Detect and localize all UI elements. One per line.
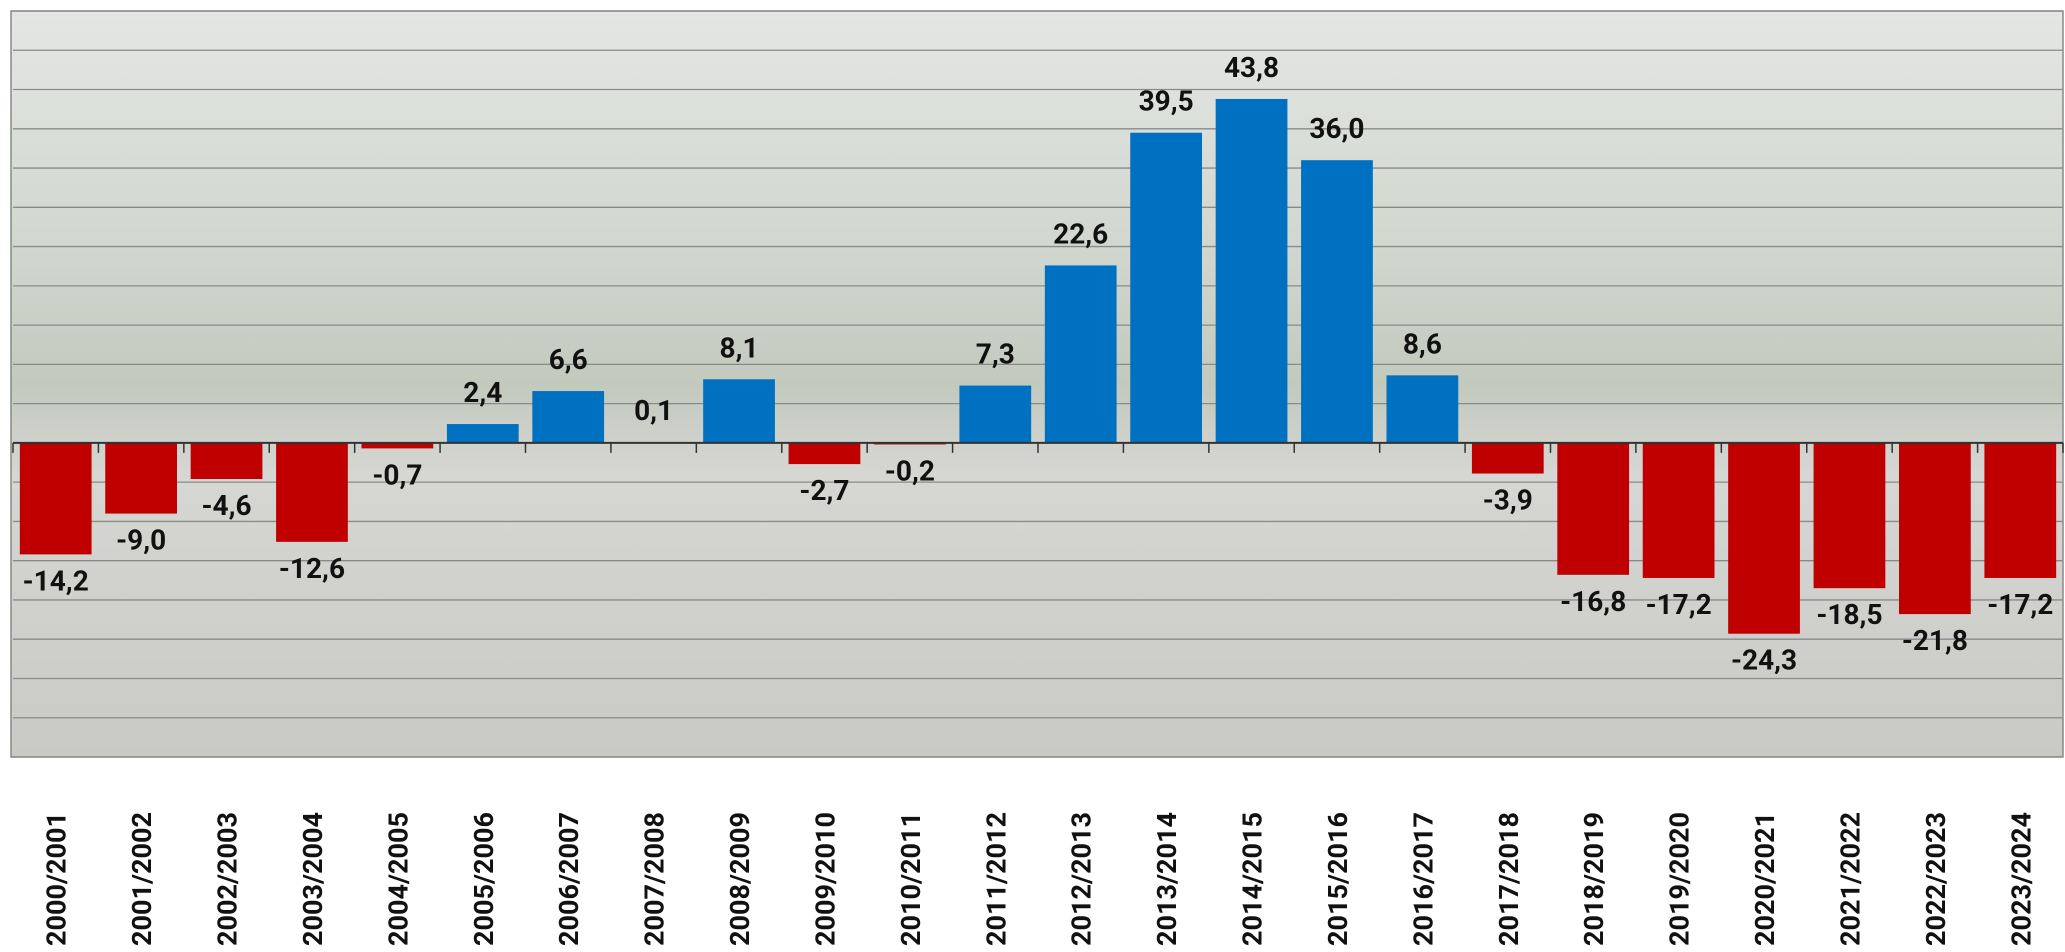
value-label: -2,7 xyxy=(799,474,849,507)
bar xyxy=(1215,98,1288,443)
value-label: 0,1 xyxy=(634,394,673,427)
value-label: 6,6 xyxy=(549,343,588,376)
bar xyxy=(1044,265,1117,443)
value-label: -0,2 xyxy=(885,454,935,487)
bar xyxy=(1471,442,1544,474)
value-label: 43,8 xyxy=(1224,51,1279,84)
x-tick-label: 2019/2020 xyxy=(1664,812,1696,946)
x-tick-label: 2021/2022 xyxy=(1834,812,1866,946)
x-tick-label: 2002/2003 xyxy=(212,812,244,946)
bar xyxy=(1130,132,1202,443)
bar xyxy=(1642,442,1715,578)
bar xyxy=(19,442,92,555)
value-label: -9,0 xyxy=(116,524,166,557)
bar xyxy=(190,442,263,480)
bar xyxy=(1386,375,1459,443)
x-tick-label: 2017/2018 xyxy=(1493,812,1525,946)
bar xyxy=(1728,442,1800,634)
x-tick-label: 2001/2002 xyxy=(126,812,158,946)
x-tick-label: 2013/2014 xyxy=(1151,812,1183,946)
value-label: 22,6 xyxy=(1053,217,1108,250)
value-label: 36,0 xyxy=(1309,112,1364,145)
bar xyxy=(446,424,519,443)
value-label: 8,6 xyxy=(1403,327,1442,360)
bar xyxy=(1899,442,1971,615)
x-tick-label: 2012/2013 xyxy=(1066,812,1098,946)
bar xyxy=(1813,442,1886,589)
value-label: -18,5 xyxy=(1816,598,1882,631)
bar xyxy=(703,379,775,443)
value-label: 39,5 xyxy=(1139,85,1194,118)
value-label: -17,2 xyxy=(1987,588,2053,621)
x-tick-label: 2010/2011 xyxy=(895,812,927,946)
bar xyxy=(105,442,177,514)
value-label: -0,7 xyxy=(372,458,422,491)
x-tick-label: 2004/2005 xyxy=(382,812,414,946)
bar xyxy=(276,442,348,542)
value-label: 8,1 xyxy=(720,331,759,364)
x-tick-label: 2014/2015 xyxy=(1237,812,1269,946)
bar xyxy=(1984,442,2057,578)
value-label: -3,9 xyxy=(1483,484,1533,517)
value-label: -21,8 xyxy=(1902,624,1968,657)
x-tick-label: 2007/2008 xyxy=(639,812,671,946)
x-tick-label: 2008/2009 xyxy=(724,812,756,946)
value-label: -24,3 xyxy=(1731,644,1797,677)
value-label: -12,6 xyxy=(279,552,345,585)
value-label: 2,4 xyxy=(463,376,502,409)
plot-background xyxy=(10,10,2064,758)
x-tick-label: 2015/2016 xyxy=(1322,812,1354,946)
value-label: -17,2 xyxy=(1646,588,1712,621)
bar xyxy=(532,391,605,443)
value-label: -4,6 xyxy=(202,489,252,522)
bar xyxy=(1557,442,1630,575)
bar xyxy=(361,442,434,449)
bar xyxy=(959,385,1032,443)
x-tick-label: 2009/2010 xyxy=(809,812,841,946)
x-tick-label: 2022/2023 xyxy=(1920,812,1952,946)
bar xyxy=(1301,160,1373,443)
x-tick-label: 2000/2001 xyxy=(41,812,73,946)
value-label: -14,2 xyxy=(23,564,89,597)
x-tick-label: 2003/2004 xyxy=(297,812,329,946)
bar xyxy=(788,442,861,465)
x-tick-label: 2023/2024 xyxy=(2005,812,2037,946)
x-tick-label: 2020/2021 xyxy=(1749,812,1781,946)
value-label: -16,8 xyxy=(1560,585,1626,618)
x-tick-label: 2006/2007 xyxy=(553,812,585,946)
x-tick-label: 2005/2006 xyxy=(468,812,500,946)
x-tick-label: 2018/2019 xyxy=(1578,812,1610,946)
x-tick-label: 2011/2012 xyxy=(980,812,1012,946)
value-label: 7,3 xyxy=(976,338,1015,371)
x-tick-label: 2016/2017 xyxy=(1407,812,1439,946)
